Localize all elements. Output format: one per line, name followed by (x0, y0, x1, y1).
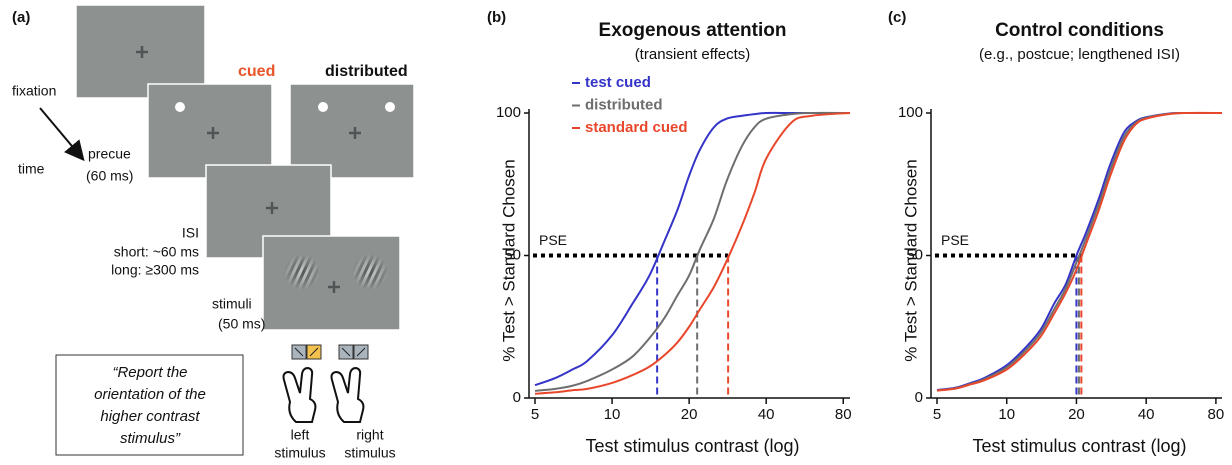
response-label: left (291, 427, 310, 443)
x-tick-label: 10 (998, 406, 1015, 423)
panel-label: (b) (487, 9, 506, 26)
panel-label: (c) (888, 9, 906, 26)
chart-title: Exogenous attention (599, 20, 787, 41)
response-keys (291, 344, 369, 360)
step-duration: (50 ms) (218, 316, 265, 332)
instruction-line: stimulus” (120, 430, 181, 447)
gabor (352, 254, 388, 290)
cue-dot (318, 102, 328, 112)
response-label: stimulus (274, 445, 325, 461)
chart-subtitle: (e.g., postcue; lengthened ISI) (979, 46, 1180, 63)
x-tick-label: 40 (758, 406, 775, 423)
gabor (284, 254, 320, 290)
panel-a: (a) fixation cued distributed precue (60… (12, 4, 415, 461)
panel-label: (a) (12, 9, 30, 26)
y-tick-label: 100 (496, 104, 521, 121)
reference-label: PSE (539, 232, 567, 248)
column-label: distributed (325, 63, 408, 80)
fixation-cross (207, 127, 219, 139)
fixation-cross (266, 202, 278, 214)
cue-dot (175, 102, 185, 112)
x-axis-label: Test stimulus contrast (log) (585, 436, 799, 456)
legend-label: distributed (585, 96, 663, 113)
y-tick-label: 50 (504, 246, 521, 263)
y-tick-label: 0 (915, 389, 923, 406)
step-detail: short: ~60 ms (114, 244, 199, 260)
fixation-cross (136, 46, 148, 58)
x-tick-label: 80 (835, 406, 852, 423)
legend-label: standard cued (585, 119, 688, 136)
instruction-line: “Report the (112, 364, 187, 381)
step-label: stimuli (212, 296, 252, 312)
step-duration: (60 ms) (86, 168, 133, 184)
chart-subtitle: (transient effects) (635, 46, 751, 63)
distributed-screen (289, 83, 415, 179)
x-tick-label: 20 (681, 406, 698, 423)
hand (330, 366, 365, 423)
cue-dot (385, 102, 395, 112)
y-tick-label: 100 (898, 104, 923, 121)
hand (282, 366, 317, 423)
y-tick-label: 0 (513, 389, 521, 406)
time-label: time (18, 161, 45, 177)
y-axis-label: % Test > Standard Chosen (499, 159, 518, 361)
reference-label: PSE (941, 232, 969, 248)
step-label: ISI (182, 225, 199, 241)
x-tick-label: 5 (933, 406, 941, 423)
x-tick-label: 10 (604, 406, 621, 423)
curve (534, 111, 851, 392)
instruction-box (55, 354, 244, 456)
chart-title: Control conditions (995, 20, 1164, 41)
y-tick-label: 50 (906, 246, 923, 263)
x-axis-label: Test stimulus contrast (log) (972, 436, 1186, 456)
x-tick-label: 40 (1138, 406, 1155, 423)
precue-screen (147, 83, 273, 179)
curve (936, 111, 1223, 392)
x-tick-label: 80 (1208, 406, 1225, 423)
step-label: fixation (12, 83, 56, 99)
fixation-cross (349, 127, 361, 139)
step-label: precue (88, 146, 131, 162)
response-label: right (356, 427, 383, 443)
fixation-cross (328, 281, 340, 293)
curve (534, 111, 850, 387)
instruction-line: higher contrast (100, 408, 200, 425)
y-axis-label: % Test > Standard Chosen (901, 159, 920, 361)
x-tick-label: 5 (531, 406, 539, 423)
time-arrow (39, 107, 85, 162)
x-tick-label: 20 (1068, 406, 1085, 423)
step-detail: long: ≥300 ms (111, 262, 199, 278)
instruction-line: orientation of the (94, 386, 206, 403)
curve (534, 112, 851, 395)
column-label: cued (238, 63, 275, 80)
response-label: stimulus (344, 445, 395, 461)
legend-label: test cued (585, 74, 651, 91)
